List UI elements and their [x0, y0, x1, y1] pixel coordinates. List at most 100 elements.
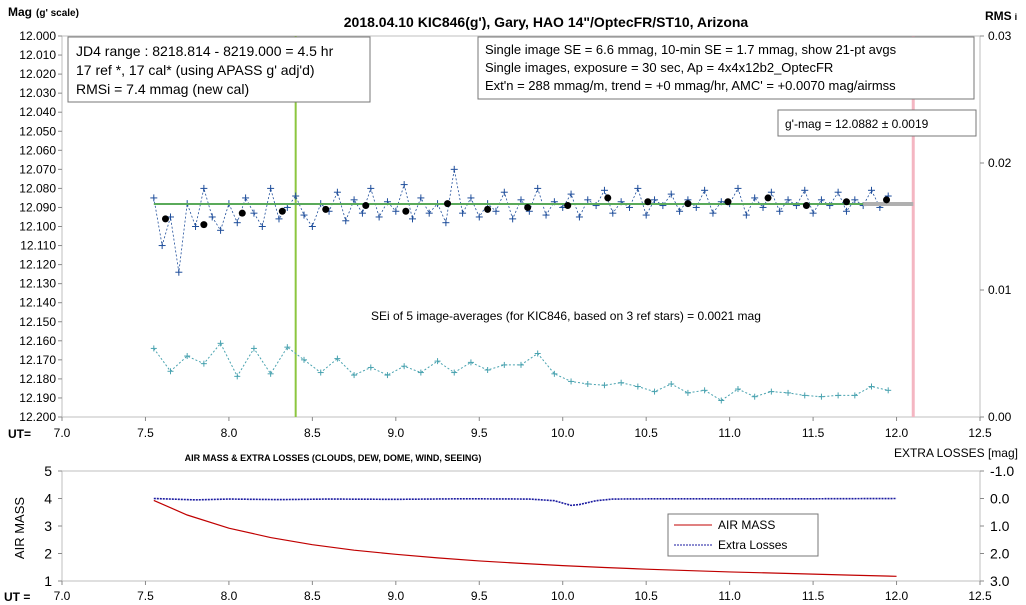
info-right-line-1: Single image SE = 6.6 mmag, 10-min SE = … — [485, 42, 897, 57]
single-image-point — [242, 194, 250, 202]
lower-y-axis-label: AIR MASS — [12, 497, 27, 559]
single-image-point — [600, 186, 608, 194]
rms-point — [401, 363, 408, 370]
single-image-point — [651, 196, 659, 204]
upper-x-tick-label: 10.0 — [551, 426, 575, 440]
single-image-point — [509, 215, 517, 223]
lower-x-tick-label: 11.5 — [802, 589, 825, 603]
single-image-point — [425, 209, 433, 217]
rms-point — [217, 340, 224, 347]
average-point — [200, 221, 208, 229]
single-image-point — [208, 213, 216, 221]
upper-x-tick-label: 9.5 — [471, 426, 488, 440]
single-image-point — [175, 268, 183, 276]
average-point — [484, 205, 492, 213]
single-image-point — [258, 223, 266, 230]
upper-y-tick-label: 12.040 — [19, 105, 56, 119]
upper-y-tick-label: 12.030 — [19, 86, 56, 100]
upper-y2-axis-sublabel: i — [1015, 12, 1018, 22]
extra-losses-line — [153, 497, 897, 507]
single-image-point — [300, 211, 308, 219]
single-image-point — [450, 165, 458, 173]
rms-point — [234, 373, 241, 380]
single-image-point — [217, 226, 225, 234]
rms-point — [284, 344, 291, 351]
average-point — [802, 202, 810, 210]
upper-y-tick-label: 12.110 — [20, 239, 56, 253]
lower-x-tick-label: 7.5 — [137, 589, 154, 603]
single-image-point — [392, 207, 400, 215]
average-point — [883, 196, 891, 204]
single-image-point — [742, 211, 750, 219]
lower-legend: AIR MASS Extra Losses — [667, 513, 819, 557]
upper-x-tick-label: 9.0 — [387, 426, 404, 440]
lower-y-tick-label: 3 — [44, 518, 52, 534]
rms-point — [651, 388, 658, 395]
single-image-point — [367, 184, 375, 192]
rms-point — [551, 370, 558, 377]
upper-y-tick-label: 12.000 — [19, 29, 56, 43]
rms-point — [701, 387, 708, 394]
lower-y2-axis-label: EXTRA LOSSES [mag] — [894, 446, 1018, 460]
upper-x-tick-label: 11.5 — [802, 426, 825, 440]
single-image-point — [158, 242, 166, 250]
rms-point — [301, 356, 308, 363]
rms-point — [751, 393, 758, 400]
upper-chart-title: 2018.04.10 KIC846(g'), Gary, HAO 14"/Opt… — [344, 14, 749, 30]
sei-note: SEi of 5 image-averages (for KIC846, bas… — [366, 303, 826, 327]
rms-point — [785, 389, 792, 396]
upper-y-tick-label: 12.190 — [19, 391, 56, 405]
rms-point — [501, 361, 508, 368]
single-image-point — [233, 219, 241, 227]
upper-y-tick-label: 12.200 — [19, 410, 56, 424]
single-image-point — [734, 184, 742, 192]
average-point — [604, 194, 612, 202]
lower-y-tick-label: 1 — [44, 573, 52, 589]
single-image-point — [567, 190, 575, 198]
single-image-point — [200, 184, 208, 192]
upper-y2-tick-label: 0.01 — [988, 283, 1012, 297]
rms-point — [150, 345, 157, 352]
lower-x-tick-label: 9.5 — [471, 589, 488, 603]
single-image-point — [275, 215, 283, 223]
sei-note-text: SEi of 5 image-averages (for KIC846, bas… — [371, 309, 761, 323]
rms-point — [317, 369, 324, 376]
lower-x-tick-label: 12.5 — [968, 589, 992, 603]
single-image-point — [308, 223, 316, 230]
single-image-point — [192, 223, 200, 230]
upper-y-tick-label: 12.120 — [19, 258, 56, 272]
single-image-point — [150, 194, 158, 202]
rms-point — [835, 392, 842, 399]
single-image-point — [751, 194, 759, 202]
rms-point — [267, 370, 274, 377]
lower-x-tick-label: 10.5 — [635, 589, 659, 603]
single-image-point — [676, 207, 684, 215]
rms-point — [668, 380, 675, 387]
info-box-right: Single image SE = 6.6 mmag, 10-min SE = … — [477, 36, 975, 100]
average-point — [842, 198, 850, 206]
info-right-line-2: Single images, exposure = 30 sec, Ap = 4… — [485, 60, 833, 75]
single-image-point — [467, 194, 475, 202]
single-image-point — [375, 213, 383, 221]
rms-point — [250, 345, 257, 352]
single-image-point — [817, 196, 825, 204]
single-image-point — [851, 196, 859, 204]
lower-chart-title: AIR MASS & EXTRA LOSSES (CLOUDS, DEW, DO… — [185, 453, 482, 463]
upper-y-tick-label: 12.100 — [19, 220, 56, 234]
rms-point — [467, 359, 474, 366]
rms-point — [818, 393, 825, 400]
single-image-point — [333, 188, 341, 196]
lower-y2-tick-label: 2.0 — [990, 546, 1010, 562]
single-image-point — [868, 186, 876, 194]
rms-point — [718, 397, 725, 404]
single-image-point — [584, 196, 592, 204]
single-image-point — [834, 188, 842, 196]
single-image-point — [400, 181, 408, 189]
rms-point — [768, 388, 775, 395]
upper-x-axis-label: UT= — [8, 427, 31, 441]
lower-x-tick-label: 9.0 — [387, 589, 404, 603]
lower-x-tick-label: 11.0 — [718, 589, 741, 603]
single-image-point — [784, 196, 792, 204]
single-image-point — [642, 211, 650, 219]
single-image-point — [517, 196, 525, 204]
